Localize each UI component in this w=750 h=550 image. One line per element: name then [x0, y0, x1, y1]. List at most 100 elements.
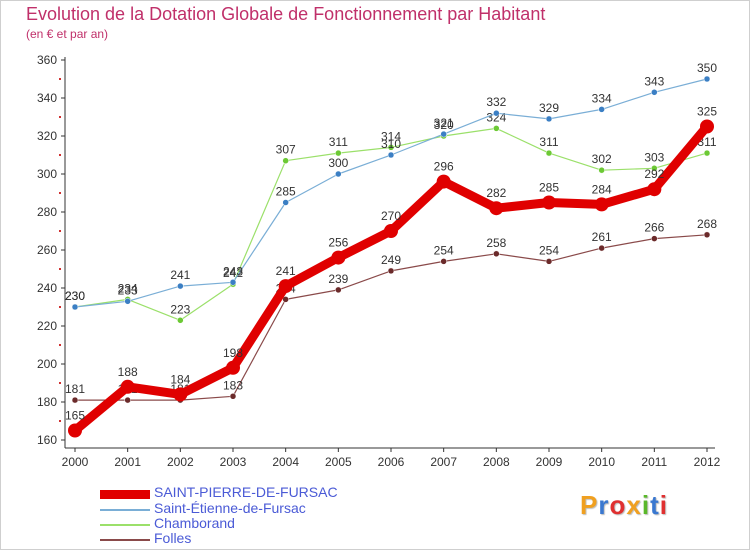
data-label-0-11: 292: [644, 167, 664, 181]
data-point-1-8: [493, 109, 500, 117]
data-point-1-9: [545, 115, 553, 123]
legend-label: Saint-Étienne-de-Fursac: [154, 500, 306, 516]
data-label-0-0: 165: [65, 409, 85, 423]
data-label-1-8: 332: [486, 95, 506, 109]
y-tick-label-340: 340: [37, 91, 57, 105]
x-tick-label-2002: 2002: [167, 455, 194, 469]
data-point-0-1: [120, 379, 135, 394]
legend-swatch: [100, 524, 150, 526]
data-label-3-11: 266: [644, 221, 664, 235]
x-tick-label-2000: 2000: [62, 455, 89, 469]
data-point-1-1: [124, 298, 131, 305]
data-point-2-8: [493, 125, 500, 132]
logo-letter: i: [659, 490, 668, 520]
x-tick-label-2011: 2011: [641, 455, 667, 469]
data-label-0-7: 296: [434, 160, 454, 174]
data-label-3-8: 258: [486, 236, 506, 250]
y-tick-label-360: 360: [37, 53, 57, 67]
data-point-1-12: [703, 75, 711, 83]
data-point-2-12: [703, 149, 711, 157]
data-point-0-5: [331, 250, 346, 265]
data-label-0-5: 256: [328, 236, 348, 250]
data-point-1-4: [282, 199, 289, 206]
y-tick-label-180: 180: [37, 395, 57, 409]
data-label-0-2: 184: [170, 372, 190, 386]
data-label-1-2: 241: [170, 268, 190, 282]
logo-letter: t: [650, 490, 660, 520]
data-label-3-9: 254: [539, 243, 559, 257]
x-tick-label-2010: 2010: [588, 455, 615, 469]
data-point-3-12: [703, 231, 711, 239]
data-point-3-8: [493, 250, 500, 258]
data-point-2-11: [651, 165, 658, 172]
data-point-1-3: [229, 279, 237, 286]
data-label-3-10: 261: [592, 230, 612, 244]
data-point-3-9: [545, 258, 553, 265]
data-point-0-8: [489, 201, 504, 216]
data-label-3-3: 183: [223, 378, 243, 392]
x-tick-label-2012: 2012: [694, 455, 721, 469]
data-point-0-2: [173, 387, 188, 402]
data-label-1-0: 230: [65, 289, 85, 303]
data-label-1-4: 285: [276, 185, 296, 199]
data-point-2-4: [282, 157, 289, 164]
data-label-1-9: 329: [539, 101, 559, 115]
data-point-0-3: [226, 360, 240, 375]
x-tick-label-2004: 2004: [272, 455, 299, 469]
data-point-3-11: [651, 235, 658, 242]
data-label-0-3: 198: [223, 346, 243, 360]
data-point-3-5: [335, 286, 342, 294]
data-label-2-9: 311: [539, 135, 558, 149]
legend-label: Chamborand: [154, 515, 235, 531]
data-point-1-10: [598, 106, 605, 113]
data-point-3-0: [71, 396, 79, 404]
proxiti-logo: Proxiti: [580, 490, 668, 521]
data-point-0-6: [384, 224, 398, 238]
data-label-2-7: 320: [434, 118, 454, 132]
data-label-3-6: 249: [381, 253, 401, 267]
y-tick-label-220: 220: [37, 319, 57, 333]
data-point-0-9: [542, 195, 556, 210]
data-label-2-5: 311: [329, 135, 348, 149]
data-label-3-0: 181: [65, 382, 85, 396]
y-tick-label-300: 300: [37, 167, 57, 181]
y-tick-label-200: 200: [37, 357, 57, 371]
logo-letter: r: [598, 490, 610, 520]
data-label-2-1: 234: [118, 281, 138, 295]
data-label-0-1: 188: [118, 365, 138, 379]
data-point-3-7: [440, 258, 447, 265]
data-label-1-10: 334: [592, 91, 612, 105]
data-point-3-1: [124, 396, 131, 404]
data-point-2-5: [335, 149, 342, 157]
data-point-3-10: [598, 244, 605, 252]
x-tick-label-2001: 2001: [114, 455, 141, 469]
data-point-2-6: [387, 144, 395, 151]
x-tick-label-2008: 2008: [483, 455, 510, 469]
data-label-1-6: 310: [381, 137, 401, 151]
data-point-1-7: [440, 130, 447, 138]
legend-label: SAINT-PIERRE-DE-FURSAC: [154, 484, 338, 500]
data-label-1-5: 300: [328, 156, 348, 170]
data-label-0-9: 285: [539, 181, 559, 195]
data-label-1-1: 233: [118, 283, 138, 297]
data-label-2-0: 230: [65, 289, 85, 303]
data-point-0-10: [594, 197, 609, 212]
data-label-2-10: 302: [592, 152, 612, 166]
data-label-0-8: 282: [486, 186, 506, 200]
data-point-0-11: [647, 182, 662, 197]
legend-swatch: [100, 539, 150, 541]
data-label-1-12: 350: [697, 61, 717, 75]
data-point-1-6: [387, 151, 395, 159]
x-tick-label-2005: 2005: [325, 455, 352, 469]
data-label-0-6: 270: [381, 209, 401, 223]
legend-swatch: [100, 509, 150, 511]
data-point-2-2: [177, 317, 184, 324]
data-point-1-2: [177, 282, 184, 290]
data-label-0-12: 325: [697, 105, 717, 119]
data-label-3-5: 239: [328, 272, 348, 286]
data-point-0-7: [436, 174, 451, 189]
data-label-2-6: 314: [381, 129, 401, 143]
data-label-2-4: 307: [276, 143, 296, 157]
